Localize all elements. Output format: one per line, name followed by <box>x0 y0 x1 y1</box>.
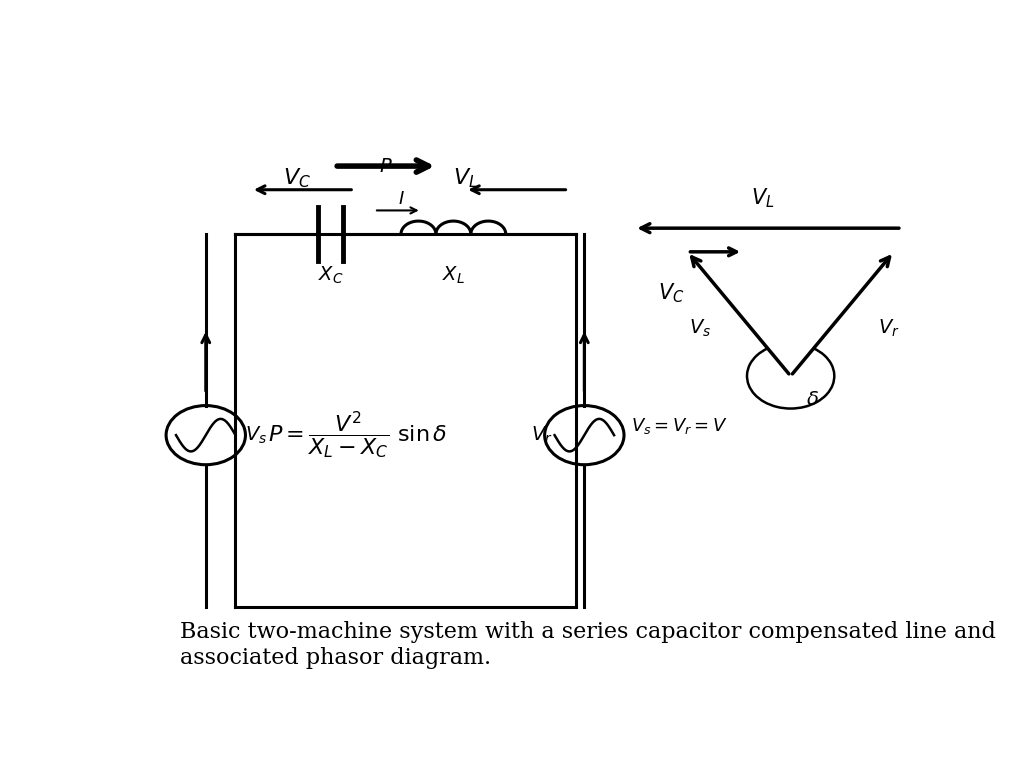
Text: $V_r$: $V_r$ <box>530 425 553 445</box>
Text: $\boldsymbol{V_r}$: $\boldsymbol{V_r}$ <box>878 318 900 339</box>
Text: $V_s = V_r = V$: $V_s = V_r = V$ <box>631 416 728 436</box>
Text: $P$: $P$ <box>379 157 393 176</box>
Text: $P = \dfrac{V^2}{X_L - X_C}\ \sin\delta$: $P = \dfrac{V^2}{X_L - X_C}\ \sin\delta$ <box>268 409 447 461</box>
Text: $\boldsymbol{V_L}$: $\boldsymbol{V_L}$ <box>752 187 774 210</box>
Text: $I$: $I$ <box>398 190 406 207</box>
Text: $X_C$: $X_C$ <box>317 265 343 286</box>
Text: $X_L$: $X_L$ <box>442 265 465 286</box>
Text: Basic two-machine system with a series capacitor compensated line and
associated: Basic two-machine system with a series c… <box>179 621 995 669</box>
Text: $\boldsymbol{V_C}$: $\boldsymbol{V_C}$ <box>658 281 685 305</box>
Text: $V_s$: $V_s$ <box>246 425 267 445</box>
Text: $\boldsymbol{V_L}$: $\boldsymbol{V_L}$ <box>453 166 478 190</box>
Text: $\delta$: $\delta$ <box>806 390 818 409</box>
Text: $\boldsymbol{V_C}$: $\boldsymbol{V_C}$ <box>283 166 311 190</box>
Text: $\boldsymbol{V_s}$: $\boldsymbol{V_s}$ <box>689 318 712 339</box>
